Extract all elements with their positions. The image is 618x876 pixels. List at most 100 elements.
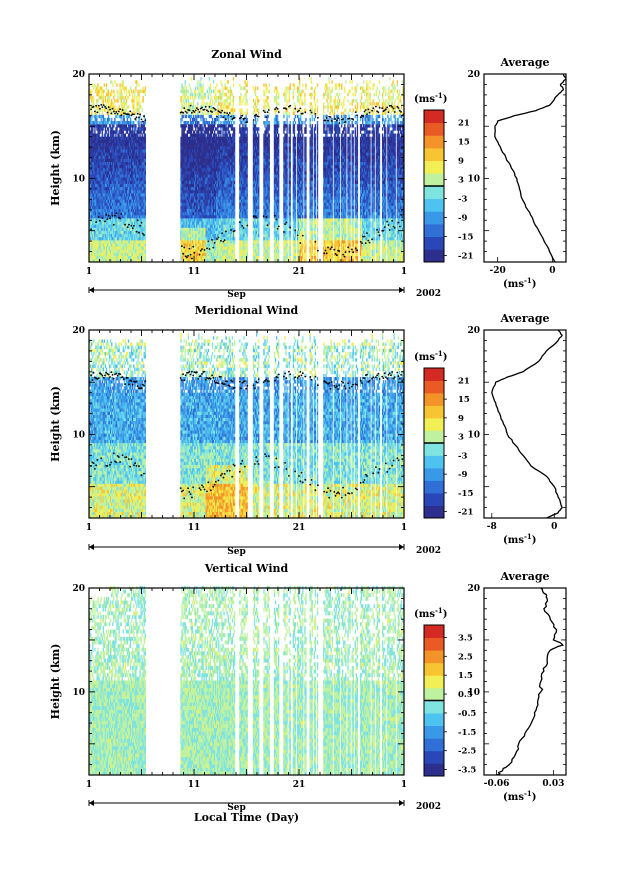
heatmap-cell bbox=[189, 83, 190, 86]
heatmap-cell bbox=[184, 87, 185, 90]
heatmap-cell bbox=[144, 124, 145, 127]
heatmap-cell bbox=[145, 137, 146, 140]
heatmap-cell bbox=[145, 155, 146, 158]
heatmap-cell bbox=[126, 93, 127, 96]
heatmap-cell bbox=[106, 83, 107, 86]
heatmap-cell bbox=[135, 124, 136, 127]
heatmap-cell bbox=[190, 87, 191, 90]
heatmap-cell bbox=[114, 93, 115, 96]
heatmap-cell bbox=[132, 127, 133, 130]
heatmap-cell bbox=[116, 83, 117, 86]
heatmap-cell bbox=[137, 134, 138, 137]
heatmap-cell bbox=[128, 105, 129, 108]
heatmap-cell bbox=[116, 115, 117, 118]
heatmap-cell bbox=[137, 90, 138, 93]
heatmap-cell bbox=[98, 112, 99, 115]
heatmap-cell bbox=[104, 83, 105, 86]
heatmap-cell bbox=[116, 127, 117, 130]
heatmap-cell bbox=[106, 87, 107, 90]
heatmap-cell bbox=[145, 181, 146, 184]
heatmap-cell bbox=[96, 115, 97, 118]
heatmap-cell bbox=[100, 130, 101, 133]
heatmap-cell bbox=[109, 99, 110, 102]
heatmap-cell bbox=[188, 96, 189, 99]
heatmap-cell bbox=[98, 93, 99, 96]
heatmap-cell bbox=[108, 115, 109, 118]
heatmap-cell bbox=[145, 202, 146, 205]
heatmap-cell bbox=[145, 199, 146, 202]
heatmap-cell bbox=[123, 83, 124, 86]
heatmap-cell bbox=[126, 102, 127, 105]
heatmap-cell bbox=[182, 99, 183, 102]
heatmap-cell bbox=[145, 152, 146, 155]
heatmap-cell bbox=[92, 127, 93, 130]
heatmap-cell bbox=[145, 165, 146, 168]
heatmap-cell bbox=[134, 93, 135, 96]
heatmap-cell bbox=[118, 90, 119, 93]
heatmap-cell bbox=[111, 99, 112, 102]
heatmap-cell bbox=[91, 90, 92, 93]
heatmap-cell bbox=[108, 108, 109, 111]
heatmap-cell bbox=[186, 87, 187, 90]
heatmap-cell bbox=[188, 99, 189, 102]
heatmap-cell bbox=[123, 80, 124, 83]
heatmap-cell bbox=[143, 96, 144, 99]
heatmap-cell bbox=[125, 134, 126, 137]
heatmap-cell bbox=[145, 146, 146, 149]
heatmap-cell bbox=[145, 127, 146, 130]
heatmap-cell bbox=[111, 118, 112, 121]
heatmap-cell bbox=[101, 93, 102, 96]
heatmap-cell bbox=[145, 171, 146, 174]
heatmap-cell bbox=[118, 134, 119, 137]
heatmap-cell bbox=[97, 83, 98, 86]
heatmap-cell bbox=[111, 90, 112, 93]
heatmap-cell bbox=[116, 130, 117, 133]
heatmap-cell bbox=[93, 87, 94, 90]
heatmap-cell bbox=[184, 130, 185, 133]
heatmap-cell bbox=[124, 105, 125, 108]
heatmap-cell bbox=[94, 83, 95, 86]
heatmap-cell bbox=[138, 121, 139, 124]
heatmap-cell bbox=[186, 105, 187, 108]
heatmap-cell bbox=[103, 96, 104, 99]
heatmap-cell bbox=[92, 115, 93, 118]
heatmap-cell bbox=[186, 115, 187, 118]
heatmap-cell bbox=[103, 115, 104, 118]
heatmap-cell bbox=[135, 127, 136, 130]
heatmap-cell bbox=[182, 115, 183, 118]
heatmap-cell bbox=[97, 87, 98, 90]
heatmap-cell bbox=[145, 159, 146, 162]
heatmap-cell bbox=[124, 118, 125, 121]
heatmap-cell bbox=[185, 83, 186, 86]
heatmap-cell bbox=[138, 108, 139, 111]
heatmap-cell bbox=[113, 96, 114, 99]
heatmap-cell bbox=[130, 87, 131, 90]
heatmap-cell bbox=[142, 108, 143, 111]
heatmap-cell bbox=[106, 102, 107, 105]
heatmap-cell bbox=[181, 83, 182, 86]
heatmap-cell bbox=[131, 90, 132, 93]
heatmap-cell bbox=[108, 102, 109, 105]
heatmap-cell bbox=[134, 108, 135, 111]
heatmap-cell bbox=[92, 96, 93, 99]
heatmap-cell bbox=[113, 134, 114, 137]
heatmap-cell bbox=[102, 130, 103, 133]
heatmap-cell bbox=[130, 118, 131, 121]
heatmap-cell bbox=[145, 240, 146, 243]
heatmap-cell bbox=[104, 90, 105, 93]
heatmap-cell bbox=[180, 121, 181, 124]
heatmap-cell bbox=[136, 83, 137, 86]
heatmap-cell bbox=[101, 118, 102, 121]
heatmap-cell bbox=[145, 162, 146, 165]
heatmap-cell bbox=[109, 96, 110, 99]
heatmap-cell bbox=[145, 206, 146, 209]
heatmap-cell bbox=[133, 90, 134, 93]
heatmap-cell bbox=[126, 124, 127, 127]
heatmap-cell bbox=[145, 134, 146, 137]
heatmap-cell bbox=[145, 228, 146, 231]
heatmap-cell bbox=[137, 102, 138, 105]
heatmap-cell bbox=[108, 134, 109, 137]
heatmap-cell bbox=[143, 99, 144, 102]
heatmap-cell bbox=[117, 99, 118, 102]
heatmap-cell bbox=[111, 80, 112, 83]
